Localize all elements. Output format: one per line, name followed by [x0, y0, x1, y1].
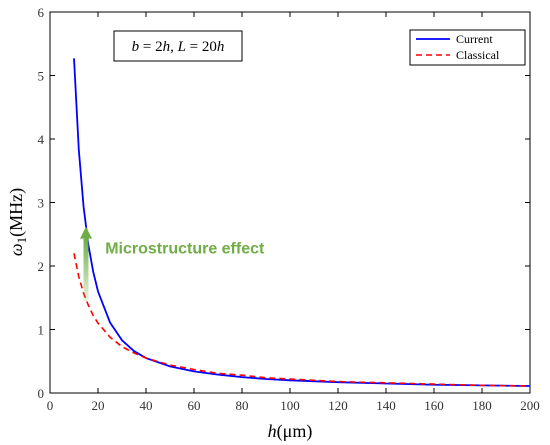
- parameter-note: b = 2h, L = 20h: [113, 30, 243, 62]
- arrow-head: [80, 226, 92, 239]
- y-tick-label: 6: [38, 5, 45, 20]
- y-tick-label: 5: [38, 69, 45, 84]
- y-tick-label: 1: [38, 323, 45, 338]
- x-tick-label: 120: [328, 398, 348, 413]
- plot-frame: [49, 11, 531, 394]
- series-line-current: [73, 58, 531, 387]
- x-tick-label: 160: [424, 398, 444, 413]
- x-tick-label: 0: [47, 398, 54, 413]
- x-tick-label: 100: [280, 398, 300, 413]
- legend-label-classical: Classical: [456, 48, 500, 62]
- y-tick-label: 4: [38, 132, 45, 147]
- legend-label-current: Current: [456, 32, 493, 46]
- parameter-note-text: b = 2h, L = 20h: [132, 39, 225, 55]
- y-axis-label: ω1(MHz): [6, 188, 29, 256]
- x-tick-label: 200: [520, 398, 540, 413]
- parameter-note-box: [113, 30, 243, 62]
- x-axis-label: h(μm): [268, 421, 313, 442]
- legend: Current Classical: [409, 29, 526, 66]
- x-tick-label: 60: [188, 398, 201, 413]
- x-tick-label: 80: [236, 398, 249, 413]
- y-tick-label: 2: [38, 259, 45, 274]
- y-tick-label: 3: [38, 196, 45, 211]
- plot-area: [49, 11, 531, 394]
- y-tick-label: 0: [38, 386, 45, 401]
- annotation-layer: Microstructure effect: [80, 226, 265, 301]
- x-tick-label: 140: [376, 398, 396, 413]
- series-line-classical: [73, 253, 531, 387]
- x-tick-label: 40: [140, 398, 153, 413]
- axis-ticks: 0 20 40 60 80 100 120 140 160 180 200 0 1 2 3 4 5 6: [38, 5, 540, 413]
- microstructure-effect-label: Microstructure effect: [105, 240, 265, 257]
- x-tick-label: 180: [472, 398, 492, 413]
- arrow-shaft: [83, 238, 89, 301]
- legend-box: [409, 29, 526, 66]
- x-tick-label: 20: [92, 398, 105, 413]
